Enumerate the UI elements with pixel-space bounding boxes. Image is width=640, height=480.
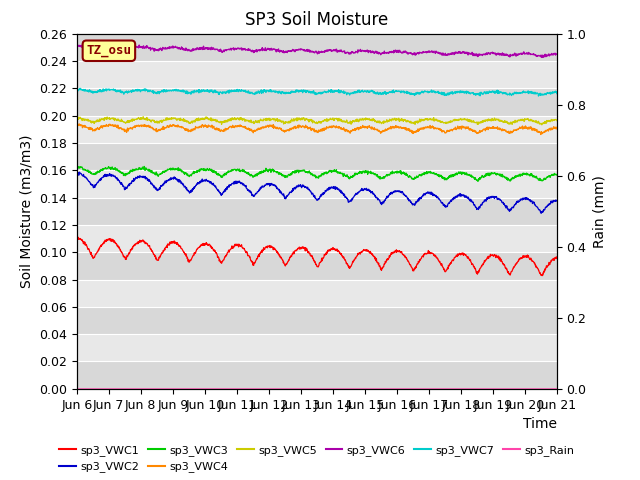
Title: SP3 Soil Moisture: SP3 Soil Moisture — [245, 11, 388, 29]
sp3_VWC7 — [553, 91, 561, 96]
sp3_VWC6 — [73, 43, 81, 49]
Bar — [77, 307, 557, 334]
sp3_VWC1 — [496, 255, 504, 261]
sp3_VWC5 — [180, 119, 188, 124]
sp3_VWC4 — [496, 125, 504, 131]
sp3_VWC4 — [391, 124, 399, 130]
sp3_VWC4 — [234, 123, 241, 129]
sp3_VWC1 — [168, 240, 176, 246]
sp3_VWC2 — [391, 189, 399, 195]
sp3_VWC3 — [474, 179, 481, 184]
sp3_VWC5 — [496, 118, 504, 124]
sp3_Rain — [391, 386, 399, 392]
sp3_VWC6 — [454, 50, 461, 56]
sp3_Rain — [496, 386, 504, 392]
sp3_VWC4 — [454, 123, 461, 129]
sp3_VWC5 — [234, 115, 241, 121]
sp3_VWC7 — [76, 85, 84, 91]
Line: sp3_VWC4: sp3_VWC4 — [77, 124, 557, 134]
Y-axis label: Rain (mm): Rain (mm) — [592, 175, 606, 248]
sp3_VWC7 — [496, 90, 504, 96]
Bar — [77, 88, 557, 116]
sp3_VWC6 — [234, 45, 241, 51]
sp3_VWC3 — [454, 171, 461, 177]
sp3_VWC6 — [168, 44, 176, 49]
sp3_VWC1 — [454, 251, 461, 257]
sp3_VWC2 — [76, 169, 83, 175]
sp3_VWC7 — [73, 87, 81, 93]
sp3_VWC5 — [391, 116, 399, 121]
sp3_Rain — [234, 386, 241, 392]
sp3_Rain — [180, 386, 188, 392]
sp3_VWC1 — [553, 254, 561, 260]
sp3_VWC5 — [553, 118, 561, 123]
sp3_VWC2 — [496, 196, 504, 202]
Y-axis label: Soil Moisture (m3/m3): Soil Moisture (m3/m3) — [20, 134, 33, 288]
Bar — [77, 252, 557, 279]
sp3_Rain — [553, 386, 561, 392]
Bar — [77, 143, 557, 170]
sp3_VWC2 — [168, 175, 176, 181]
sp3_VWC7 — [534, 93, 542, 99]
sp3_VWC6 — [180, 47, 188, 53]
sp3_VWC6 — [496, 51, 504, 57]
Line: sp3_VWC5: sp3_VWC5 — [77, 117, 557, 125]
sp3_VWC1 — [391, 249, 399, 254]
Line: sp3_VWC7: sp3_VWC7 — [77, 88, 557, 96]
Line: sp3_VWC2: sp3_VWC2 — [77, 172, 557, 213]
sp3_VWC6 — [553, 51, 561, 57]
sp3_VWC4 — [73, 122, 81, 128]
sp3_VWC2 — [454, 192, 461, 198]
sp3_VWC3 — [168, 165, 176, 171]
sp3_VWC1 — [180, 250, 188, 255]
sp3_VWC6 — [100, 42, 108, 48]
sp3_VWC5 — [73, 115, 81, 120]
X-axis label: Time: Time — [523, 417, 557, 431]
sp3_VWC1 — [234, 243, 241, 249]
sp3_VWC3 — [73, 165, 81, 171]
sp3_VWC2 — [538, 210, 545, 216]
sp3_VWC5 — [538, 122, 546, 128]
Line: sp3_VWC1: sp3_VWC1 — [77, 237, 557, 276]
Text: TZ_osu: TZ_osu — [86, 44, 131, 57]
sp3_VWC2 — [180, 183, 188, 189]
sp3_VWC3 — [234, 166, 241, 172]
sp3_VWC6 — [538, 55, 546, 60]
sp3_VWC3 — [180, 169, 188, 175]
sp3_VWC1 — [74, 234, 82, 240]
sp3_VWC6 — [391, 48, 399, 54]
sp3_VWC2 — [553, 198, 561, 204]
sp3_VWC3 — [553, 171, 561, 177]
Legend: sp3_VWC1, sp3_VWC2, sp3_VWC3, sp3_VWC4, sp3_VWC5, sp3_VWC6, sp3_VWC7, sp3_Rain: sp3_VWC1, sp3_VWC2, sp3_VWC3, sp3_VWC4, … — [55, 441, 579, 477]
sp3_Rain — [168, 386, 176, 392]
sp3_VWC2 — [73, 170, 81, 176]
sp3_VWC5 — [140, 114, 147, 120]
sp3_VWC4 — [76, 121, 83, 127]
sp3_Rain — [454, 386, 461, 392]
sp3_VWC2 — [234, 180, 241, 185]
sp3_VWC3 — [391, 169, 399, 175]
sp3_VWC7 — [180, 89, 188, 95]
sp3_VWC4 — [180, 126, 188, 132]
Bar — [77, 198, 557, 225]
sp3_VWC5 — [454, 117, 461, 123]
Line: sp3_VWC6: sp3_VWC6 — [77, 45, 557, 58]
sp3_Rain — [73, 386, 81, 392]
Line: sp3_VWC3: sp3_VWC3 — [77, 167, 557, 181]
sp3_VWC5 — [168, 116, 176, 122]
sp3_VWC7 — [391, 88, 399, 94]
sp3_VWC4 — [537, 132, 545, 137]
Bar — [77, 361, 557, 389]
sp3_VWC7 — [168, 87, 176, 93]
sp3_VWC4 — [553, 126, 561, 132]
sp3_VWC1 — [538, 273, 546, 278]
Bar — [77, 34, 557, 61]
sp3_VWC7 — [234, 88, 241, 94]
sp3_VWC3 — [140, 164, 148, 169]
sp3_VWC7 — [454, 88, 461, 94]
sp3_VWC3 — [497, 172, 504, 178]
sp3_VWC1 — [73, 234, 81, 240]
sp3_VWC4 — [168, 123, 176, 129]
